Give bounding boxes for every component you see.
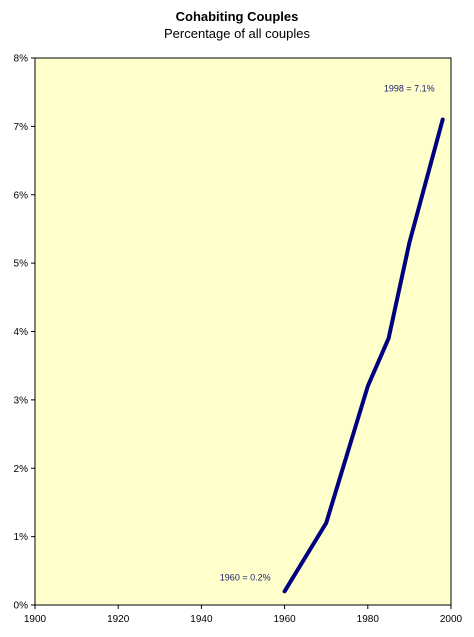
y-tick-label: 6% [14,190,29,201]
annotation-label: 1998 = 7.1% [384,84,435,94]
y-tick-label: 8% [14,54,29,65]
y-tick-label: 5% [14,259,29,270]
chart-subtitle: Percentage of all couples [164,26,310,41]
series-line-cohabiting [282,117,445,594]
x-tick-label: 1960 [273,614,296,625]
y-tick-label: 3% [14,395,29,406]
annotation-label: 1960 = 0.2% [220,572,271,582]
y-tick-label: 2% [14,464,29,475]
chart-title: Cohabiting Couples [175,9,299,24]
plot-area [34,57,452,606]
y-tick-label: 1% [14,532,29,543]
x-tick-label: 1980 [357,614,380,625]
annotations: 1960 = 0.2% 1998 = 7.1% [220,84,435,583]
x-tick-label: 2000 [440,614,463,625]
y-tick-label: 4% [14,327,29,338]
x-tick-label: 1900 [24,614,47,625]
x-axis: 1900 1920 1940 1960 1980 2000 [24,605,463,625]
y-tick-label: 7% [14,122,29,133]
x-tick-label: 1920 [107,614,130,625]
y-tick-label: 0% [14,601,29,612]
y-axis: 0% 1% 2% 3% 4% 5% 6% 7% 8% [14,54,35,612]
x-tick-label: 1940 [190,614,213,625]
